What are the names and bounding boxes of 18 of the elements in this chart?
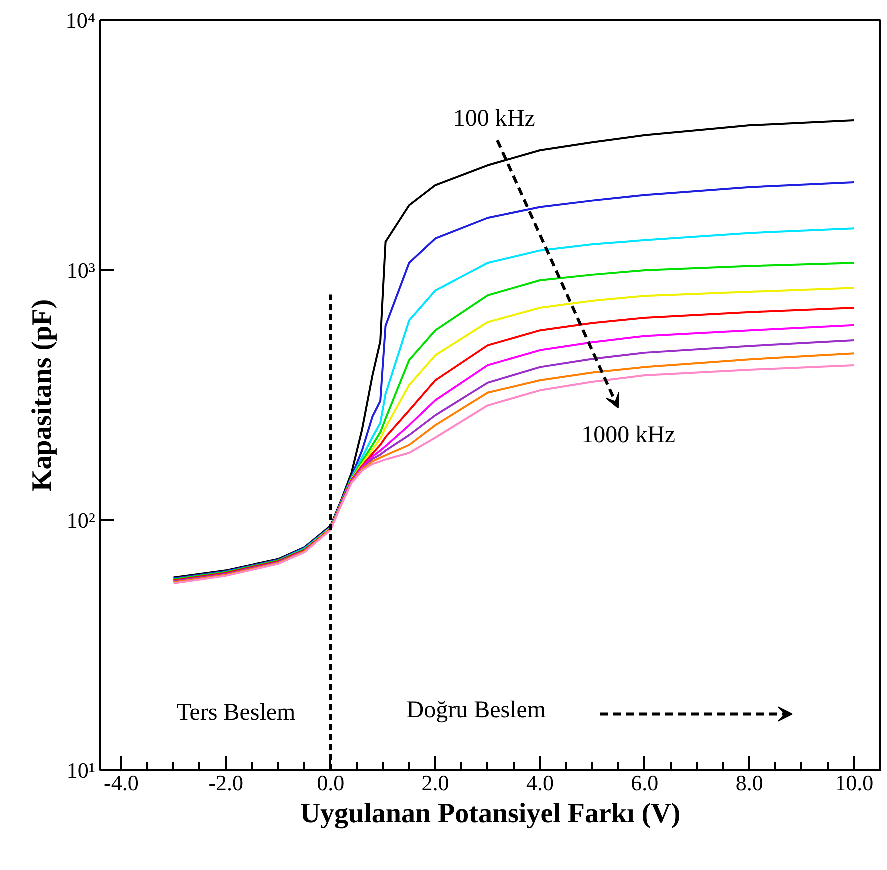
x-tick-label: 4.0	[526, 770, 554, 796]
x-tick-label: 0.0	[317, 770, 345, 796]
annotation: 1000 kHz	[582, 422, 676, 448]
y-tick-label: 10³	[66, 258, 96, 283]
x-tick-label: 2.0	[422, 770, 450, 796]
x-tick-label: 6.0	[631, 770, 659, 796]
y-tick-label: 10²	[66, 508, 96, 533]
y-axis-title: Kapasitans (pF)	[26, 299, 58, 492]
x-tick-label: 10.0	[835, 770, 874, 796]
x-tick-label: 8.0	[736, 770, 764, 796]
annotation: Ters Beslem	[176, 700, 296, 726]
x-tick-label: -2.0	[208, 770, 244, 796]
annotation: Doğru Beslem	[406, 698, 546, 724]
x-axis-title: Uygulanan Potansiyel Farkı (V)	[300, 798, 681, 830]
x-tick-label: -4.0	[104, 770, 139, 796]
annotation: 100 kHz	[453, 106, 536, 132]
y-tick-label: 10¹	[66, 758, 96, 783]
y-tick-label: 10⁴	[66, 8, 96, 33]
